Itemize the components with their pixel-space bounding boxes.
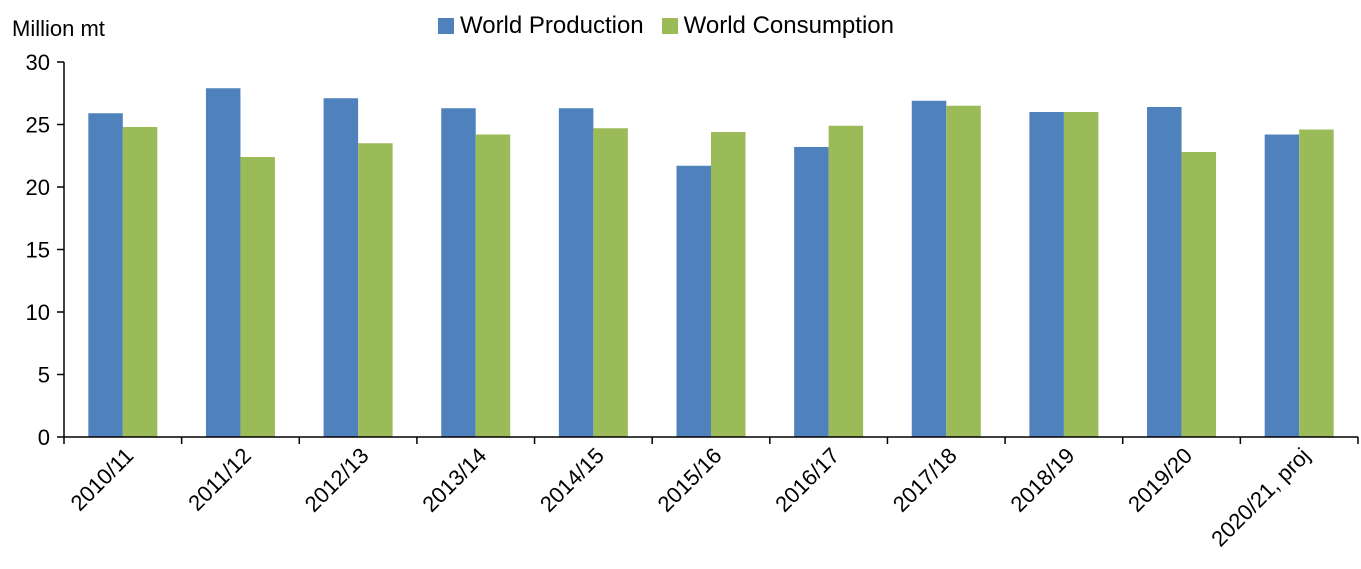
legend-item-production: World Production (438, 12, 644, 40)
legend-label-consumption: World Consumption (683, 12, 894, 39)
y-tick-label-0: 0 (38, 425, 50, 450)
consumption-bar-6 (828, 125, 864, 437)
consumption-bar-9 (1181, 152, 1217, 437)
y-tick-label-5: 25 (26, 113, 50, 138)
x-tick-label-3: 2013/14 (417, 443, 491, 517)
consumption-bar-8 (1063, 112, 1099, 437)
legend-item-consumption: World Consumption (661, 12, 894, 40)
production-bar-0 (88, 113, 123, 437)
y-tick-label-6: 30 (26, 50, 50, 75)
consumption-bar-3 (475, 134, 511, 437)
y-tick-label-2: 10 (26, 300, 50, 325)
x-tick-label-2: 2012/13 (300, 443, 374, 517)
x-tick-label-7: 2017/18 (888, 443, 962, 517)
x-tick-label-4: 2014/15 (535, 443, 609, 517)
x-tick-label-10: 2020/21, proj (1206, 443, 1314, 551)
x-tick-label-5: 2015/16 (653, 443, 727, 517)
production-bar-9 (1147, 107, 1182, 437)
x-tick-label-1: 2011/12 (183, 443, 256, 516)
production-bar-5 (676, 165, 711, 437)
production-bar-2 (323, 98, 359, 437)
consumption-bar-4 (593, 128, 628, 437)
chart-legend: World Production World Consumption (438, 12, 912, 40)
production-bar-6 (794, 147, 829, 437)
legend-label-production: World Production (460, 12, 644, 39)
x-tick-label-9: 2019/20 (1123, 443, 1197, 517)
production-bar-4 (558, 108, 594, 437)
legend-swatch-consumption (661, 18, 678, 34)
consumption-bar-5 (711, 132, 746, 437)
consumption-bar-7 (946, 105, 981, 437)
consumption-bar-2 (358, 143, 393, 437)
consumption-bar-1 (240, 157, 275, 437)
x-tick-label-8: 2018/19 (1006, 443, 1080, 517)
y-tick-label-3: 15 (26, 238, 50, 263)
production-bar-3 (441, 108, 476, 437)
x-tick-label-0: 2010/11 (66, 443, 139, 516)
y-axis-unit-label: Million mt (12, 16, 105, 41)
production-bar-7 (911, 100, 947, 437)
consumption-bar-10 (1299, 129, 1334, 437)
consumption-bar-0 (122, 127, 158, 437)
y-tick-label-4: 20 (26, 175, 50, 200)
production-bar-8 (1029, 112, 1064, 437)
y-tick-label-1: 5 (38, 363, 50, 388)
production-bar-10 (1264, 134, 1300, 437)
production-bar-1 (205, 88, 241, 437)
x-tick-label-6: 2016/17 (770, 443, 844, 517)
legend-swatch-production (438, 18, 454, 34)
